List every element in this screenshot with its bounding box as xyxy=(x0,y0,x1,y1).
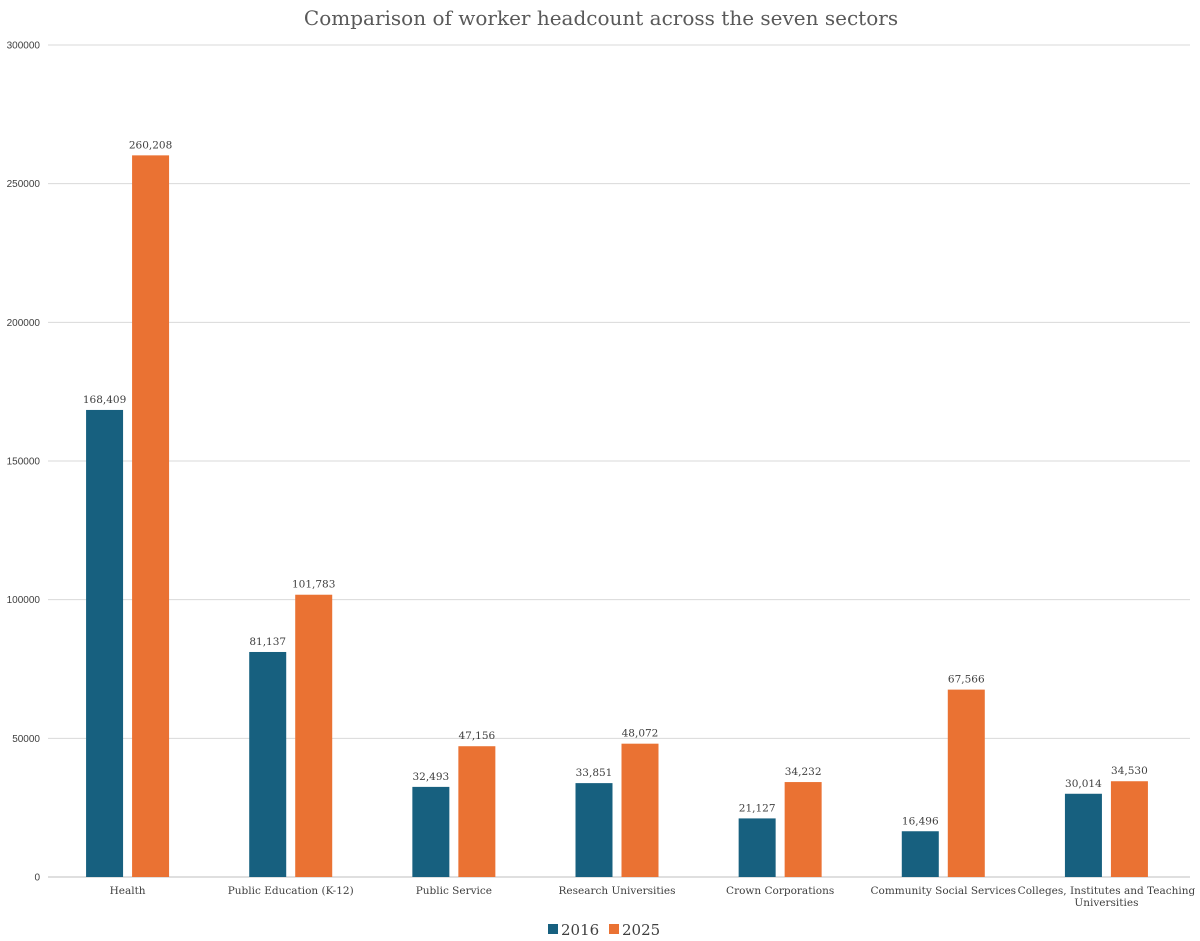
x-tick-label: Public Education (K-12) xyxy=(228,885,354,897)
bar-2025 xyxy=(132,155,170,878)
data-label: 34,232 xyxy=(785,766,822,778)
bar-2016 xyxy=(901,831,939,877)
bar-2025 xyxy=(1110,781,1148,877)
x-tick-label: Health xyxy=(110,885,146,897)
y-tick-label: 250000 xyxy=(7,179,41,190)
bar-2016 xyxy=(738,818,776,877)
data-label: 67,566 xyxy=(948,674,985,686)
y-tick-label: 150000 xyxy=(7,457,41,468)
bar-2025 xyxy=(621,743,659,877)
data-label: 16,496 xyxy=(902,815,939,827)
bar-2025 xyxy=(947,689,985,877)
y-tick-label: 50000 xyxy=(12,734,40,745)
data-label: 33,851 xyxy=(576,767,613,779)
x-tick-label: Public Service xyxy=(416,885,492,897)
y-tick-label: 200000 xyxy=(7,318,41,329)
bar-2025 xyxy=(295,594,333,877)
data-label: 260,208 xyxy=(129,139,172,151)
data-label: 48,072 xyxy=(622,728,659,740)
data-labels: 168,409 260,208 81,137 101,783 32,493 47,156 3… xyxy=(83,139,1148,827)
legend-label: 2025 xyxy=(622,921,660,939)
bar-2025 xyxy=(784,782,822,877)
legend: 2016 2025 xyxy=(548,921,660,939)
x-tick-label: Research Universities xyxy=(558,885,675,897)
y-axis: 0 50000 100000 150000 200000 250000 300000 xyxy=(7,41,41,884)
gridlines xyxy=(48,44,1190,878)
data-label: 47,156 xyxy=(458,730,495,742)
x-tick-label: Crown Corporations xyxy=(726,885,834,897)
legend-swatch xyxy=(609,924,619,934)
data-label: 101,783 xyxy=(292,579,335,591)
data-label: 34,530 xyxy=(1111,765,1148,777)
legend-label: 2016 xyxy=(561,921,599,939)
data-label: 32,493 xyxy=(412,771,449,783)
bar-2016 xyxy=(412,786,450,877)
bar-2016 xyxy=(249,651,287,877)
x-tick-label: Community Social Services xyxy=(871,885,1017,897)
x-axis: Health Public Education (K-12) Public Serv… xyxy=(110,885,1196,909)
bar-2016 xyxy=(1064,793,1102,877)
y-tick-label: 100000 xyxy=(7,595,41,606)
data-label: 30,014 xyxy=(1065,778,1102,790)
chart-title: Comparison of worker headcount across th… xyxy=(304,6,898,30)
bar-2016 xyxy=(575,783,613,877)
bars xyxy=(86,155,1148,878)
legend-swatch xyxy=(548,924,558,934)
bar-2016 xyxy=(86,409,124,877)
y-tick-label: 300000 xyxy=(7,41,41,52)
data-label: 168,409 xyxy=(83,394,126,406)
x-tick-label: Universities xyxy=(1074,897,1138,909)
bar-2025 xyxy=(458,746,496,877)
data-label: 21,127 xyxy=(739,802,776,814)
y-tick-label: 0 xyxy=(34,873,40,884)
data-label: 81,137 xyxy=(249,636,286,648)
x-tick-label: Colleges, Institutes and Teaching xyxy=(1018,885,1196,897)
